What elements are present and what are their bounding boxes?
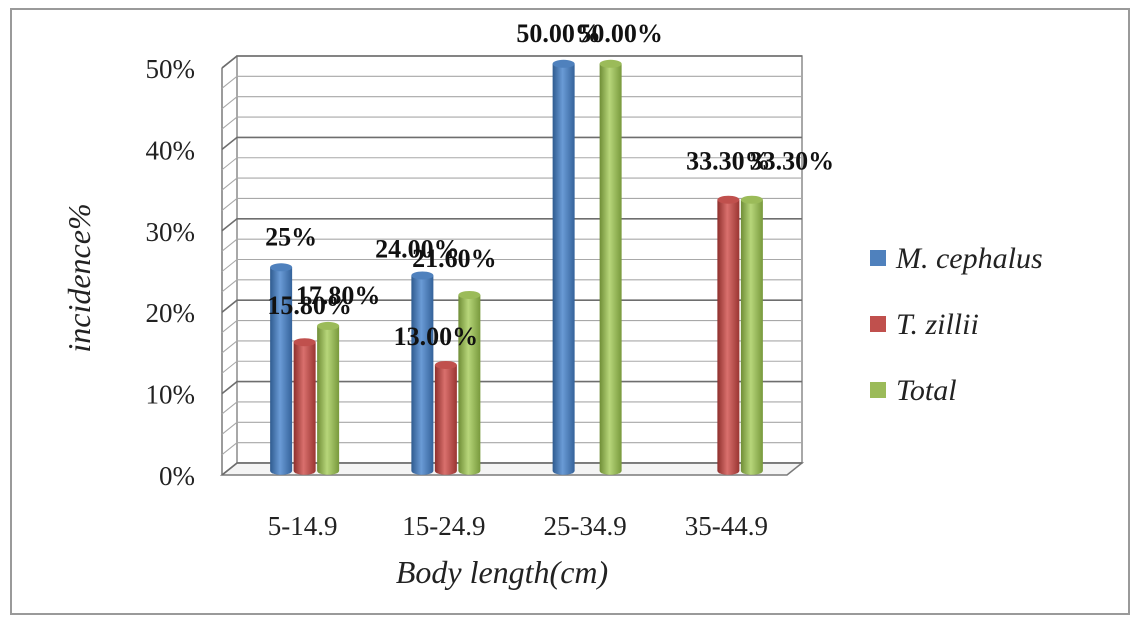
- y-axis-title: incidence%: [61, 203, 97, 352]
- legend-label: T. zillii: [896, 308, 979, 341]
- x-axis-title: Body length(cm): [396, 554, 608, 590]
- legend-label: Total: [896, 374, 957, 407]
- y-tick-label: 20%: [146, 298, 196, 328]
- bar: [599, 59, 622, 475]
- bar-body: [270, 267, 293, 475]
- data-label: 25%: [265, 222, 317, 251]
- chart-frame: 0% 10% 20% 30% 40% 50% 5-14.9 15-24.9 25-34.9 35…: [10, 8, 1130, 615]
- bar-cap: [411, 271, 434, 280]
- legend-label: M. cephalus: [895, 242, 1043, 275]
- data-label: 33.30%: [750, 147, 835, 176]
- y-tick-label: 10%: [146, 380, 196, 410]
- data-labels: 25% 24.00% 50.00% 15.80% 13.00% 33.30% 17.80% 2…: [265, 19, 834, 351]
- bar-cap: [434, 360, 457, 369]
- x-category-label: 25-34.9: [544, 511, 627, 541]
- bar-cap: [317, 321, 340, 330]
- bar-body: [317, 325, 340, 475]
- bars: [270, 59, 763, 475]
- bar-body: [458, 294, 481, 475]
- data-label: 15.80%: [267, 291, 352, 320]
- bar-body: [293, 342, 316, 475]
- legend: M. cephalus T. zillii Total: [870, 242, 1043, 407]
- bar-cap: [552, 59, 575, 68]
- bar: [740, 195, 763, 475]
- bar-cap: [293, 338, 316, 347]
- bar-cap: [740, 195, 763, 204]
- legend-swatch: [870, 382, 886, 398]
- bar-body: [740, 199, 763, 475]
- bar: [293, 338, 316, 475]
- bar-body: [434, 364, 457, 475]
- x-category-label: 15-24.9: [402, 511, 485, 541]
- data-label: 33.30%: [686, 147, 771, 176]
- y-tick-label: 30%: [146, 217, 196, 247]
- x-axis-categories: 5-14.9 15-24.9 25-34.9 35-44.9: [268, 511, 768, 541]
- bar-chart: 0% 10% 20% 30% 40% 50% 5-14.9 15-24.9 25-34.9 35…: [61, 19, 1043, 590]
- bar-cap: [270, 263, 293, 272]
- bar-body: [411, 275, 434, 475]
- data-label: 50.00%: [516, 19, 601, 48]
- data-label: 24.00%: [375, 234, 460, 263]
- bar: [552, 59, 575, 475]
- data-label: 17.80%: [296, 281, 381, 310]
- bar: [411, 271, 434, 475]
- bar: [434, 360, 457, 475]
- y-axis-ticks: 0% 10% 20% 30% 40% 50%: [146, 54, 196, 491]
- bar: [317, 321, 340, 475]
- gridline: [221, 55, 802, 69]
- data-label: 13.00%: [394, 322, 479, 351]
- bar-cap: [599, 59, 622, 68]
- bar-body: [599, 63, 622, 475]
- y-tick-label: 50%: [146, 54, 196, 84]
- bar: [458, 290, 481, 475]
- legend-swatch: [870, 316, 886, 332]
- x-category-label: 5-14.9: [268, 511, 338, 541]
- y-tick-label: 0%: [159, 461, 195, 491]
- y-tick-label: 40%: [146, 135, 196, 165]
- bar: [717, 195, 740, 475]
- legend-swatch: [870, 250, 886, 266]
- data-label: 50.00%: [578, 19, 663, 48]
- bar-body: [717, 199, 740, 475]
- bar: [270, 263, 293, 475]
- bar-cap: [717, 195, 740, 204]
- bar-cap: [458, 290, 481, 299]
- bar-body: [552, 63, 575, 475]
- x-category-label: 35-44.9: [685, 511, 768, 541]
- data-label: 21.60%: [412, 244, 497, 273]
